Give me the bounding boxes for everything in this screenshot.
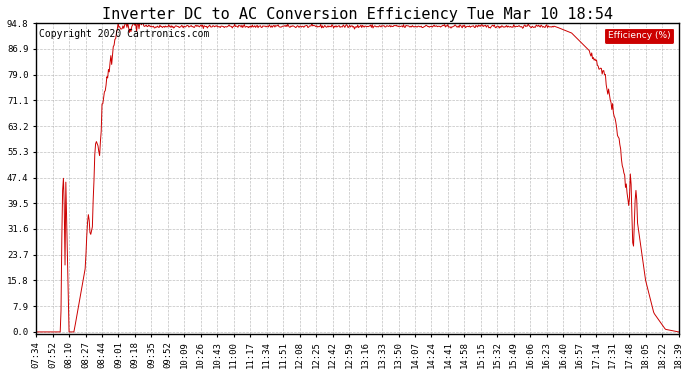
Title: Inverter DC to AC Conversion Efficiency Tue Mar 10 18:54: Inverter DC to AC Conversion Efficiency … (102, 7, 613, 22)
Text: Copyright 2020 Cartronics.com: Copyright 2020 Cartronics.com (39, 29, 210, 39)
Legend: Efficiency (%): Efficiency (%) (604, 28, 674, 44)
